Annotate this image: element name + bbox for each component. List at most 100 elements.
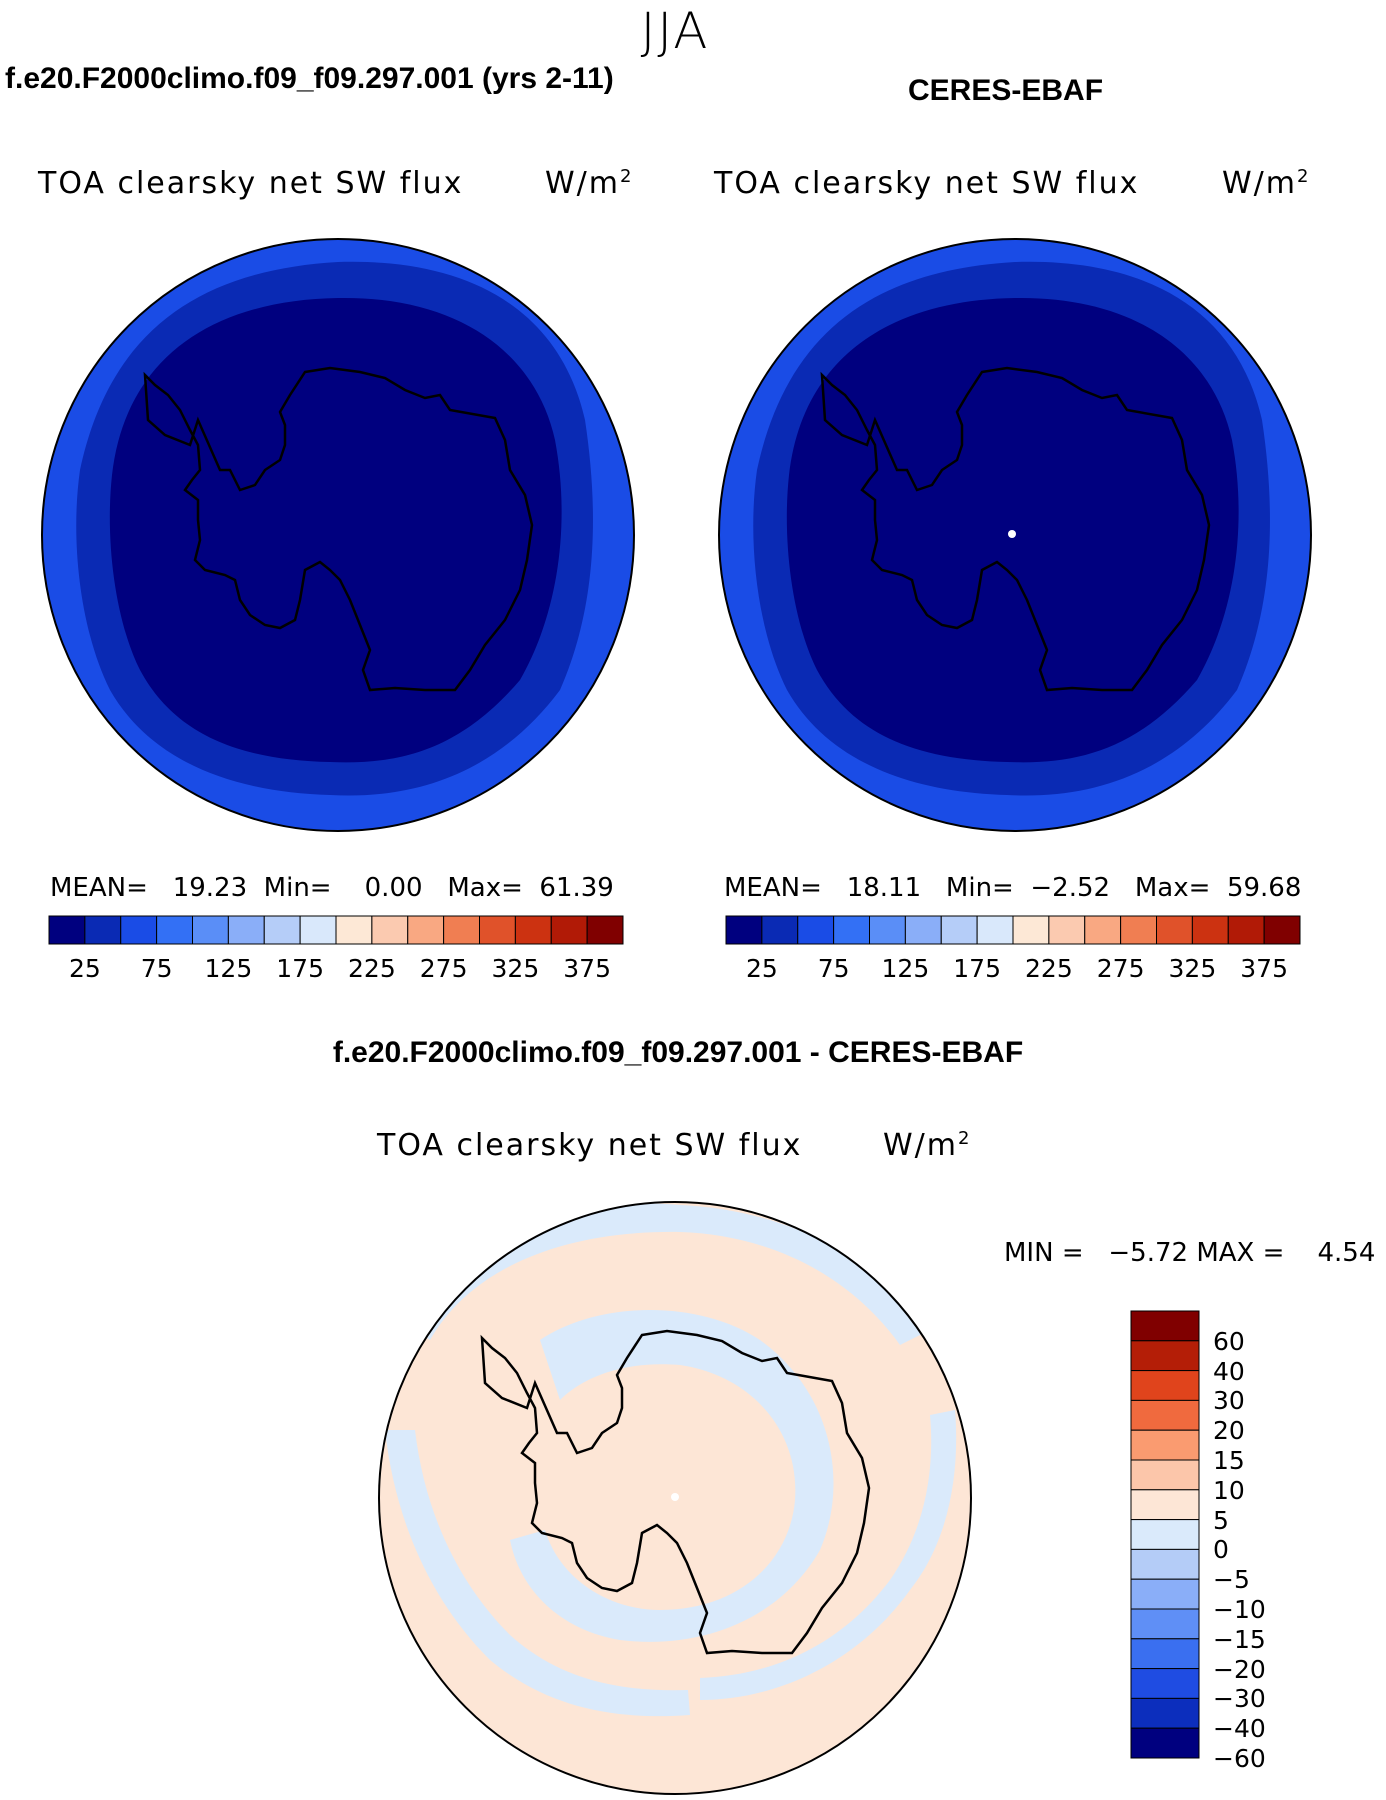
- diff-colorbar-label: 30: [1213, 1386, 1245, 1416]
- diff-colorbar-swatch: [1130, 1608, 1200, 1640]
- diff-colorbar-swatch: [1130, 1310, 1200, 1342]
- colorbar-swatch: [833, 915, 870, 945]
- colorbar-tick-label: 275: [1096, 954, 1145, 983]
- colorbar-tick-label: 325: [1168, 954, 1217, 983]
- colorbar-swatch: [586, 915, 624, 945]
- obs-colorbar: [725, 915, 1301, 945]
- diff-minmax: MIN = −5.72 MAX = 4.54: [1004, 1238, 1376, 1268]
- diff-colorbar-swatch: [1130, 1429, 1200, 1461]
- diff-colorbar-swatch: [1130, 1727, 1200, 1759]
- diff-colorbar-swatch: [1130, 1489, 1200, 1521]
- obs-stats: MEAN= 18.11 Min= −2.52 Max= 59.68: [724, 873, 1302, 903]
- colorbar-swatch: [761, 915, 799, 945]
- colorbar-swatch: [1120, 915, 1157, 945]
- colorbar-swatch: [797, 915, 835, 945]
- colorbar-swatch: [227, 915, 265, 945]
- colorbar-swatch: [120, 915, 158, 945]
- map-inner-zone: [109, 297, 562, 763]
- model-colorbar: [48, 915, 624, 945]
- diff-colorbar-label: 10: [1213, 1475, 1245, 1505]
- model-stats: MEAN= 19.23 Min= 0.00 Max= 61.39: [50, 873, 614, 903]
- pole-marker: [1008, 530, 1016, 538]
- diff-colorbar-label: −15: [1213, 1624, 1266, 1654]
- colorbar-swatch: [371, 915, 409, 945]
- colorbar-swatch: [263, 915, 301, 945]
- diff-colorbar-label: 40: [1213, 1356, 1245, 1386]
- season-title: JJA: [640, 2, 710, 60]
- colorbar-swatch: [550, 915, 588, 945]
- diff-colorbar-swatch: [1130, 1459, 1200, 1491]
- colorbar-tick-label: 125: [204, 954, 253, 983]
- diff-title: f.e20.F2000climo.f09_f09.297.001 - CERES…: [332, 1036, 1024, 1069]
- obs-panel-title: CERES-EBAF: [908, 74, 1104, 107]
- colorbar-tick-label: 325: [491, 954, 540, 983]
- obs-field-label: TOA clearsky net SW flux: [714, 166, 1140, 201]
- model-map-border: [41, 238, 635, 832]
- diff-colorbar-label: −30: [1213, 1684, 1266, 1714]
- colorbar-tick-label: 175: [953, 954, 1001, 983]
- colorbar-swatch: [407, 915, 445, 945]
- colorbar-swatch: [299, 915, 337, 945]
- colorbar-swatch: [84, 915, 122, 945]
- colorbar-swatch: [940, 915, 978, 945]
- diff-negative-band-west: [385, 1430, 690, 1717]
- diff-negative-ring: [510, 1310, 834, 1642]
- obs-units-label: W/m2: [1222, 166, 1311, 201]
- obs-antarctica-coastline: [820, 366, 1211, 692]
- diff-field-label: TOA clearsky net SW flux: [377, 1128, 803, 1163]
- diff-colorbar-label: 0: [1213, 1535, 1229, 1565]
- diff-colorbar-swatch: [1130, 1399, 1200, 1431]
- diff-negative-band-east: [700, 1410, 957, 1700]
- colorbar-tick-label: 175: [276, 954, 324, 983]
- model-antarctica-coastline: [143, 366, 534, 692]
- diff-colorbar-label: −60: [1213, 1744, 1266, 1773]
- colorbar-swatch: [479, 915, 516, 945]
- model-panel-title: f.e20.F2000climo.f09_f09.297.001 (yrs 2-…: [5, 62, 614, 95]
- colorbar-swatch: [1048, 915, 1086, 945]
- colorbar-swatch: [514, 915, 552, 945]
- diff-colorbar-swatch: [1130, 1638, 1200, 1670]
- colorbar-tick-label: 75: [817, 954, 850, 983]
- diff-colorbar-label: 60: [1213, 1326, 1245, 1356]
- colorbar-swatch: [443, 915, 480, 945]
- colorbar-swatch: [48, 915, 86, 945]
- colorbar-tick-label: 25: [745, 954, 778, 983]
- diff-colorbar-swatch: [1130, 1548, 1200, 1580]
- colorbar-tick-label: 375: [1240, 954, 1288, 983]
- diff-units-label: W/m2: [883, 1128, 972, 1163]
- colorbar-swatch: [1084, 915, 1122, 945]
- diff-colorbar-label: 20: [1213, 1416, 1245, 1446]
- model-polar-map: [42, 239, 634, 831]
- colorbar-swatch: [904, 915, 942, 945]
- colorbar-swatch: [335, 915, 373, 945]
- model-units-label: W/m2: [545, 166, 634, 201]
- colorbar-tick-label: 275: [419, 954, 468, 983]
- diff-colorbar-label: 15: [1213, 1446, 1245, 1475]
- model-field-label: TOA clearsky net SW flux: [38, 166, 464, 201]
- colorbar-tick-label: 125: [881, 954, 930, 983]
- diff-colorbar-swatch: [1130, 1668, 1200, 1699]
- diff-colorbar-swatch: [1130, 1519, 1200, 1550]
- colorbar-tick-label: 75: [140, 954, 173, 983]
- colorbar-swatch: [1227, 915, 1265, 945]
- colorbar-tick-label: 25: [68, 954, 101, 983]
- colorbar-swatch: [976, 915, 1014, 945]
- diff-colorbar-swatch: [1130, 1578, 1200, 1610]
- colorbar-tick-label: 225: [348, 954, 396, 983]
- colorbar-tick-label: 375: [563, 954, 611, 983]
- diff-antarctica-coastline: [480, 1329, 871, 1655]
- colorbar-swatch: [1156, 915, 1193, 945]
- obs-map-border: [718, 238, 1312, 832]
- colorbar-swatch: [725, 915, 763, 945]
- diff-colorbar-swatch: [1130, 1340, 1200, 1372]
- diff-colorbar-label: −10: [1213, 1595, 1266, 1624]
- colorbar-swatch: [1263, 915, 1301, 945]
- diff-colorbar: [1130, 1310, 1200, 1759]
- colorbar-swatch: [1012, 915, 1050, 945]
- colorbar-tick-label: 225: [1025, 954, 1073, 983]
- colorbar-swatch: [869, 915, 906, 945]
- diff-map-border: [378, 1201, 972, 1795]
- diff-colorbar-swatch: [1130, 1370, 1200, 1401]
- diff-colorbar-label: −20: [1213, 1654, 1266, 1684]
